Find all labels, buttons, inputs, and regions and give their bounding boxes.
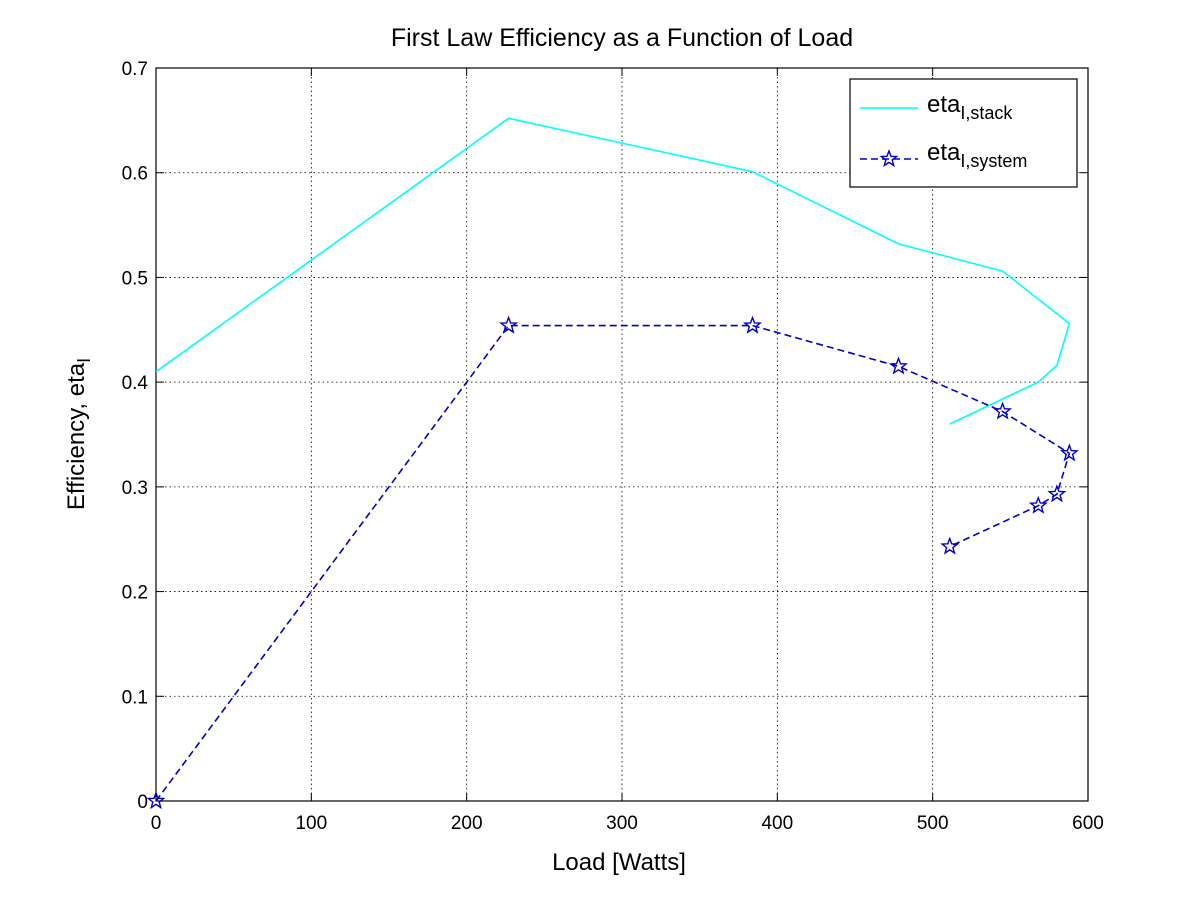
y-tick-label: 0.3	[122, 478, 148, 499]
legend-label-system-sub: I,system	[960, 151, 1027, 171]
y-axis-label: Efficiency, etaI	[63, 358, 94, 510]
y-tick-label: 0.5	[122, 268, 148, 289]
y-tick-label: 0	[137, 792, 148, 813]
legend-label-system: etaI,system	[927, 139, 1027, 171]
data-point-marker	[499, 315, 519, 334]
legend-box	[849, 78, 1078, 188]
series-layer	[146, 117, 1079, 810]
chart-title: First Law Efficiency as a Function of Lo…	[391, 24, 853, 52]
tick-labels: 0 100 200 300 400 500 600 0 0.1 0.2 0.3 0.4 0.5 0.6 0.…	[122, 59, 1104, 834]
x-tick-label: 300	[606, 813, 638, 834]
y-tick-label: 0.2	[122, 583, 148, 604]
y-axis-label-sub: I	[74, 358, 94, 363]
x-tick-label: 100	[295, 813, 327, 834]
data-point-marker	[742, 315, 763, 334]
x-tick-label: 400	[761, 813, 793, 834]
series-line-i-system	[155, 324, 1071, 802]
series-line-i-stack	[155, 117, 1071, 425]
legend-label-stack: etaI,stack	[927, 91, 1013, 123]
y-tick-label: 0.7	[122, 59, 148, 80]
data-point-marker	[940, 536, 960, 555]
legend-label-system-main: eta	[927, 139, 961, 166]
x-axis-label: Load [Watts]	[552, 849, 686, 876]
y-tick-label: 0.1	[122, 687, 148, 708]
y-tick-label: 0.4	[122, 373, 149, 394]
y-axis-label-group: Efficiency, etaI	[63, 358, 94, 510]
x-tick-label: 200	[451, 813, 483, 834]
data-point-marker	[993, 401, 1013, 420]
y-axis-label-main: Efficiency, eta	[63, 362, 90, 510]
x-tick-label: 0	[151, 813, 162, 834]
legend: etaI,stack etaI,system	[849, 78, 1078, 188]
data-point-marker	[146, 791, 166, 810]
data-point-marker	[1028, 495, 1048, 514]
data-point-marker	[1047, 484, 1067, 503]
x-tick-label: 500	[917, 813, 949, 834]
legend-label-stack-sub: I,stack	[960, 103, 1013, 123]
legend-marker-system	[879, 149, 899, 168]
legend-label-stack-main: eta	[927, 91, 961, 118]
y-tick-label: 0.6	[122, 164, 148, 185]
tick-marks	[155, 67, 1089, 802]
x-tick-label: 600	[1072, 813, 1104, 834]
data-point-marker	[889, 356, 908, 375]
data-point-marker	[1059, 443, 1079, 462]
grid-lines	[156, 68, 1088, 801]
